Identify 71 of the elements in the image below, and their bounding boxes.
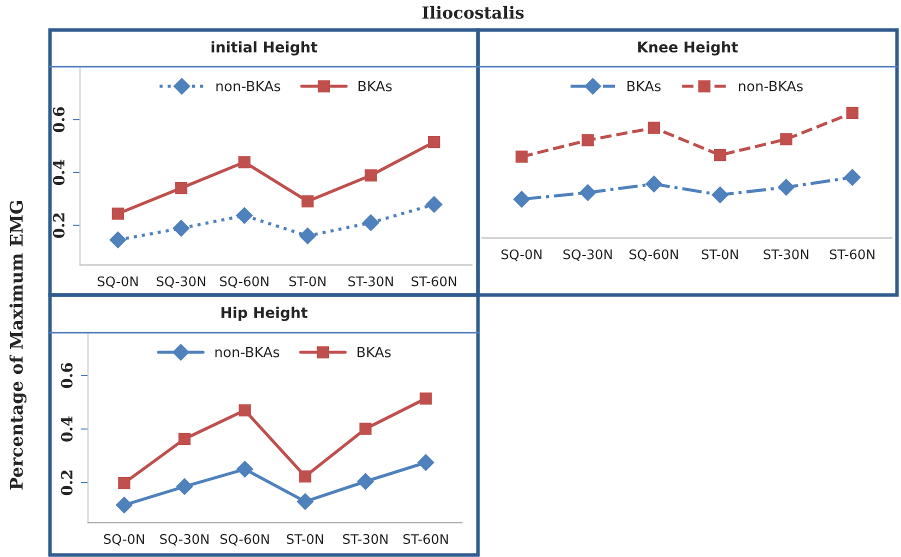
x-tick-label: SQ-60N — [220, 276, 268, 288]
point — [296, 493, 314, 510]
point — [646, 176, 662, 192]
chart-title: Hip Height — [222, 306, 308, 321]
legend-label: non-BKAs — [738, 81, 803, 92]
x-tick-label: SQ-30N — [156, 276, 206, 288]
point — [582, 134, 594, 146]
point — [359, 422, 372, 435]
point — [364, 169, 377, 182]
point — [238, 156, 250, 168]
point — [428, 136, 440, 148]
x-tick-label: ST-0N — [286, 534, 323, 544]
x-tick-label: SQ-0N — [98, 276, 138, 288]
y-tick-label: 0.6 — [52, 107, 65, 132]
legend-label: BKAs — [358, 81, 392, 92]
x-tick-label: SQ-0N — [104, 534, 144, 546]
point — [112, 208, 124, 220]
x-tick-label: SQ-60N — [220, 534, 269, 546]
x-tick-label: SQ-0N — [501, 249, 542, 261]
y-tick-label: 0.2 — [60, 470, 73, 496]
y-tick-label: 0.2 — [52, 213, 65, 238]
point — [712, 186, 728, 204]
point — [648, 122, 660, 134]
y-tick-label: 0.6 — [60, 363, 73, 388]
x-tick-label: ST-30N — [343, 534, 388, 544]
y-tick-label: 0.4 — [60, 416, 73, 442]
point — [513, 190, 530, 208]
point — [299, 228, 316, 244]
x-tick-label: SQ-30N — [563, 249, 612, 261]
point — [516, 150, 528, 163]
x-tick-label: ST-30N — [348, 276, 393, 286]
point — [236, 207, 253, 224]
x-tick-label: ST-60N — [412, 276, 456, 286]
point — [176, 478, 193, 495]
y-axis-title: Percentage of Maximum EMG — [9, 201, 27, 490]
point — [780, 133, 792, 146]
x-tick-label: ST-60N — [830, 249, 874, 260]
point — [362, 214, 380, 232]
x-tick-label: ST-0N — [289, 276, 326, 286]
x-tick-label: SQ-60N — [630, 249, 678, 261]
point — [357, 473, 374, 490]
text: Iliocostalis — [422, 6, 524, 19]
point — [118, 477, 130, 490]
legend-label: BKAs — [628, 81, 661, 92]
chart-title: initial Height — [212, 41, 318, 56]
point — [778, 178, 795, 196]
legend-label: non-BKAs — [216, 81, 280, 92]
point — [110, 232, 126, 248]
point — [302, 195, 314, 208]
x-tick-label: ST-30N — [764, 249, 808, 260]
x-tick-label: ST-0N — [702, 249, 738, 260]
point — [426, 196, 442, 213]
point — [417, 454, 434, 471]
point — [299, 470, 312, 482]
point — [420, 392, 432, 405]
point — [579, 184, 596, 201]
legend-label: BKAs — [358, 347, 391, 358]
x-tick-label: ST-60N — [403, 534, 448, 544]
point — [844, 168, 861, 186]
point — [846, 106, 858, 120]
y-tick-label: 0.4 — [52, 160, 65, 186]
legend-label: non-BKAs — [215, 347, 280, 358]
point — [178, 432, 191, 446]
point — [116, 496, 133, 514]
x-tick-label: SQ-30N — [160, 534, 208, 546]
point — [172, 220, 190, 237]
chart-title: Knee Height — [638, 41, 738, 56]
point — [714, 149, 726, 162]
point — [238, 404, 251, 416]
point — [236, 460, 254, 478]
point — [175, 182, 188, 194]
